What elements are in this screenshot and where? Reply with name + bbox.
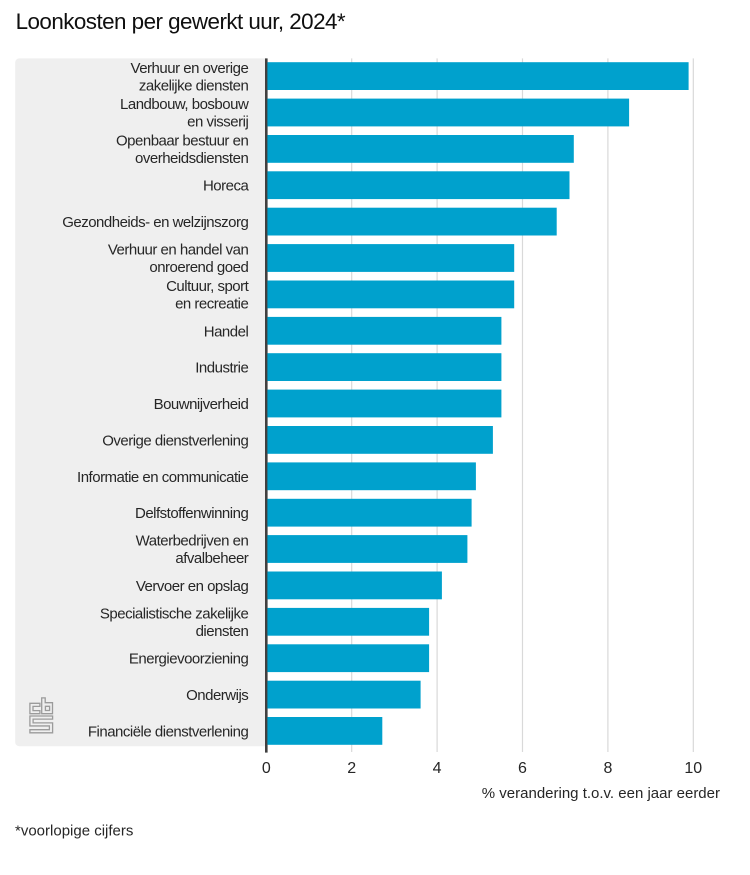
svg-text:Onderwijs: Onderwijs bbox=[186, 687, 248, 704]
svg-text:Verhuur en handel van: Verhuur en handel van bbox=[108, 242, 249, 259]
svg-text:Handel: Handel bbox=[204, 323, 249, 340]
svg-text:Informatie en communicatie: Informatie en communicatie bbox=[77, 469, 248, 486]
svg-text:2: 2 bbox=[347, 760, 356, 777]
svg-text:Verhuur en overige: Verhuur en overige bbox=[131, 60, 249, 77]
svg-text:en visserij: en visserij bbox=[187, 114, 248, 131]
svg-text:Energievoorziening: Energievoorziening bbox=[129, 651, 249, 668]
svg-text:Bouwnijverheid: Bouwnijverheid bbox=[154, 396, 249, 413]
svg-text:Specialistische zakelijke: Specialistische zakelijke bbox=[100, 606, 249, 623]
svg-text:4: 4 bbox=[433, 760, 442, 777]
svg-text:10: 10 bbox=[684, 760, 702, 777]
svg-text:% verandering t.o.v. een jaar: % verandering t.o.v. een jaar eerder bbox=[482, 785, 720, 802]
svg-text:Cultuur, sport: Cultuur, sport bbox=[166, 278, 250, 295]
svg-text:Loonkosten per gewerkt uur, 20: Loonkosten per gewerkt uur, 2024* bbox=[16, 9, 346, 34]
svg-text:Delfstoffenwinning: Delfstoffenwinning bbox=[135, 505, 248, 522]
svg-text:Vervoer en opslag: Vervoer en opslag bbox=[136, 578, 249, 595]
svg-text:zakelijke diensten: zakelijke diensten bbox=[139, 77, 249, 94]
svg-text:Horeca: Horeca bbox=[203, 178, 250, 195]
svg-text:Overige dienstverlening: Overige dienstverlening bbox=[102, 432, 248, 449]
svg-text:Waterbedrijven en: Waterbedrijven en bbox=[136, 533, 249, 550]
svg-text:0: 0 bbox=[262, 760, 271, 777]
svg-text:Financiële dienstverlening: Financiële dienstverlening bbox=[88, 723, 249, 740]
svg-text:diensten: diensten bbox=[196, 623, 249, 640]
svg-text:*voorlopige cijfers: *voorlopige cijfers bbox=[15, 823, 133, 840]
svg-text:Gezondheids- en welzijnszorg: Gezondheids- en welzijnszorg bbox=[62, 214, 248, 231]
svg-text:afvalbeheer: afvalbeheer bbox=[175, 550, 248, 567]
svg-text:Landbouw, bosbouw: Landbouw, bosbouw bbox=[120, 96, 249, 113]
svg-text:8: 8 bbox=[603, 760, 612, 777]
svg-text:onroerend goed: onroerend goed bbox=[149, 259, 248, 276]
svg-text:overheidsdiensten: overheidsdiensten bbox=[135, 150, 248, 167]
svg-text:Openbaar bestuur en: Openbaar bestuur en bbox=[116, 133, 248, 150]
svg-text:6: 6 bbox=[518, 760, 527, 777]
svg-text:en recreatie: en recreatie bbox=[175, 296, 248, 313]
svg-text:Industrie: Industrie bbox=[195, 360, 248, 377]
